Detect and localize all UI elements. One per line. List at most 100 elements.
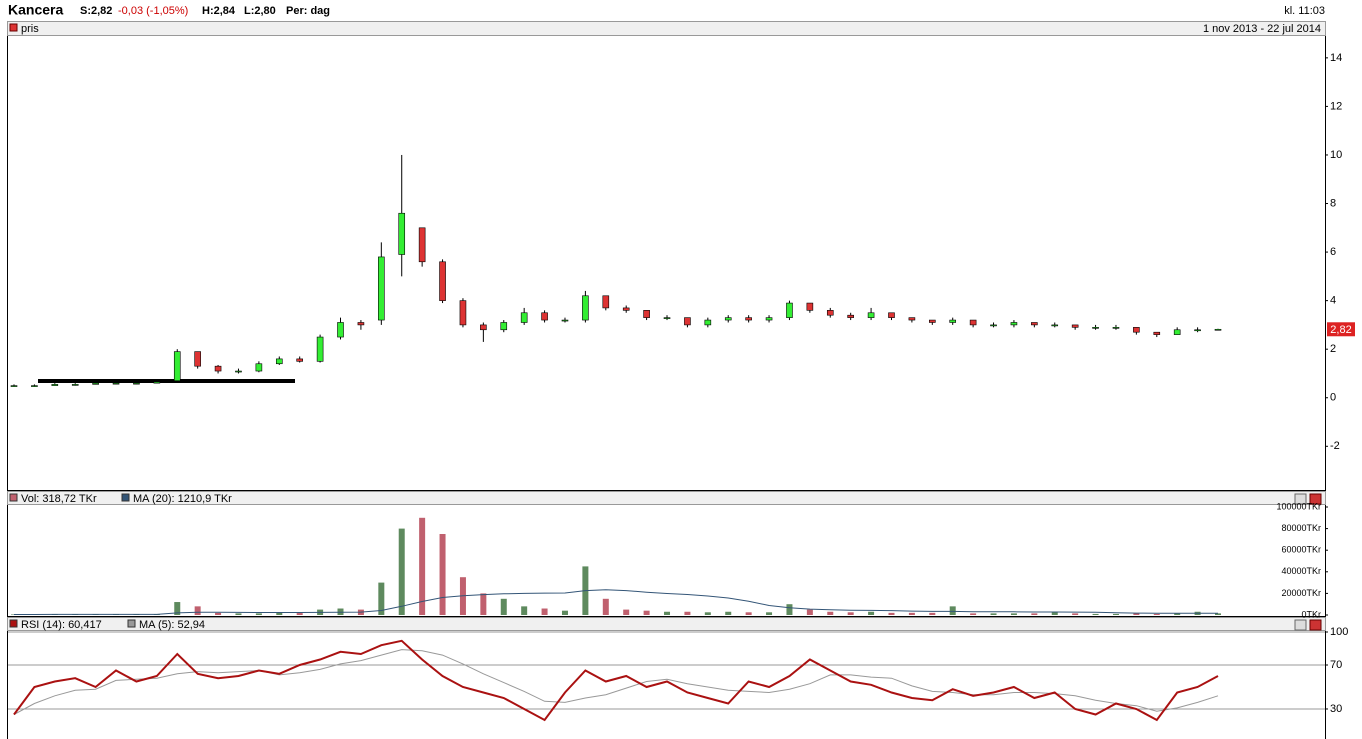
y-tick-label: 4: [1330, 295, 1336, 307]
legend-swatch: [121, 493, 130, 502]
candle-body: [480, 324, 487, 331]
candle-body: [439, 261, 446, 301]
bar: [1153, 613, 1160, 615]
candle-body: [622, 307, 630, 311]
candle-body: [1010, 322, 1018, 326]
settings-button[interactable]: [1294, 619, 1307, 631]
bar: [215, 612, 222, 615]
close-button[interactable]: [1309, 619, 1322, 631]
bar: [684, 611, 691, 615]
candle-body: [745, 317, 752, 321]
bar: [1092, 613, 1099, 615]
last-price-box: [1327, 322, 1355, 337]
legend-swatch: [9, 619, 18, 628]
candle-body: [92, 382, 99, 385]
bar: [1112, 613, 1119, 615]
y-tick-label: 100000TKr: [1276, 501, 1321, 511]
bar: [766, 612, 773, 615]
close-button[interactable]: [1309, 493, 1322, 505]
legend-label: MA (5): 52,94: [139, 619, 205, 631]
candle-body: [10, 385, 18, 387]
candle-body: [806, 302, 814, 311]
bar: [561, 610, 568, 615]
bar: [847, 612, 854, 615]
candle-body: [1031, 322, 1038, 326]
candle-body: [1194, 329, 1201, 332]
candle-body: [541, 312, 548, 321]
candle-body: [826, 310, 834, 316]
y-tick-label: 60000TKr: [1281, 545, 1321, 555]
volume-header: [7, 491, 1326, 505]
bar: [276, 612, 283, 615]
bar: [623, 609, 630, 615]
candle-body: [255, 363, 263, 372]
last-price-label: 2,82: [1330, 324, 1351, 336]
candle-body: [398, 212, 406, 255]
bar: [194, 606, 201, 615]
candle-body: [1051, 324, 1059, 327]
bar: [378, 582, 385, 615]
low: L:2,80: [244, 5, 276, 17]
candle-body: [153, 381, 161, 384]
y-tick-label: 2: [1330, 343, 1336, 355]
bar: [602, 598, 609, 615]
bar: [929, 612, 936, 615]
candle-body: [133, 382, 140, 385]
candle-body: [520, 312, 528, 323]
bar: [827, 611, 834, 615]
settings-button[interactable]: [1294, 493, 1307, 505]
y-tick-label: 10: [1330, 149, 1342, 161]
bar: [990, 613, 997, 615]
bar: [1133, 613, 1140, 615]
candle-body: [929, 319, 936, 323]
last: S:2,82: [80, 5, 112, 17]
candle-body: [1112, 327, 1120, 329]
candle-body: [275, 358, 283, 365]
bar: [398, 528, 405, 615]
rsi-header: [7, 617, 1326, 631]
change: -0,03 (-1,05%): [118, 5, 188, 17]
bar: [439, 534, 446, 615]
candle-body: [378, 256, 385, 321]
y-tick-label: 14: [1330, 52, 1342, 64]
candle-body: [1092, 327, 1099, 329]
candle-body: [867, 312, 875, 318]
price-header: [7, 21, 1326, 36]
bar: [500, 598, 507, 615]
y-tick-label: 100: [1330, 626, 1348, 638]
line: [13, 649, 1219, 715]
bar: [1031, 613, 1038, 615]
bar: [868, 611, 875, 615]
candle-body: [847, 314, 854, 318]
legend-swatch: [9, 493, 18, 502]
candle-body: [214, 365, 222, 372]
time: kl. 11:03: [1284, 5, 1325, 17]
bar: [1215, 613, 1221, 615]
candle-body: [1173, 329, 1181, 335]
candle-body: [296, 358, 303, 362]
candle-body: [582, 295, 589, 321]
candle-body: [704, 319, 712, 326]
line: [13, 639, 1219, 722]
bar: [255, 613, 262, 615]
legend-label: RSI (14): 60,417: [21, 619, 102, 631]
candle-body: [1214, 328, 1222, 331]
bar: [643, 610, 650, 615]
y-tick-label: 12: [1330, 100, 1342, 112]
candle-body: [602, 295, 610, 309]
candle-body: [51, 384, 59, 386]
candle-body: [990, 324, 997, 327]
y-tick-label: 0TKr: [1301, 609, 1321, 619]
period: Per: dag: [286, 5, 330, 17]
bar: [1174, 613, 1181, 615]
candle-body: [786, 302, 793, 318]
candle-body: [235, 370, 242, 373]
candle-body: [337, 322, 344, 338]
bar: [1010, 613, 1017, 615]
candle-body: [194, 351, 201, 367]
candle-body: [71, 384, 79, 386]
y-tick-label: 20000TKr: [1281, 588, 1321, 598]
